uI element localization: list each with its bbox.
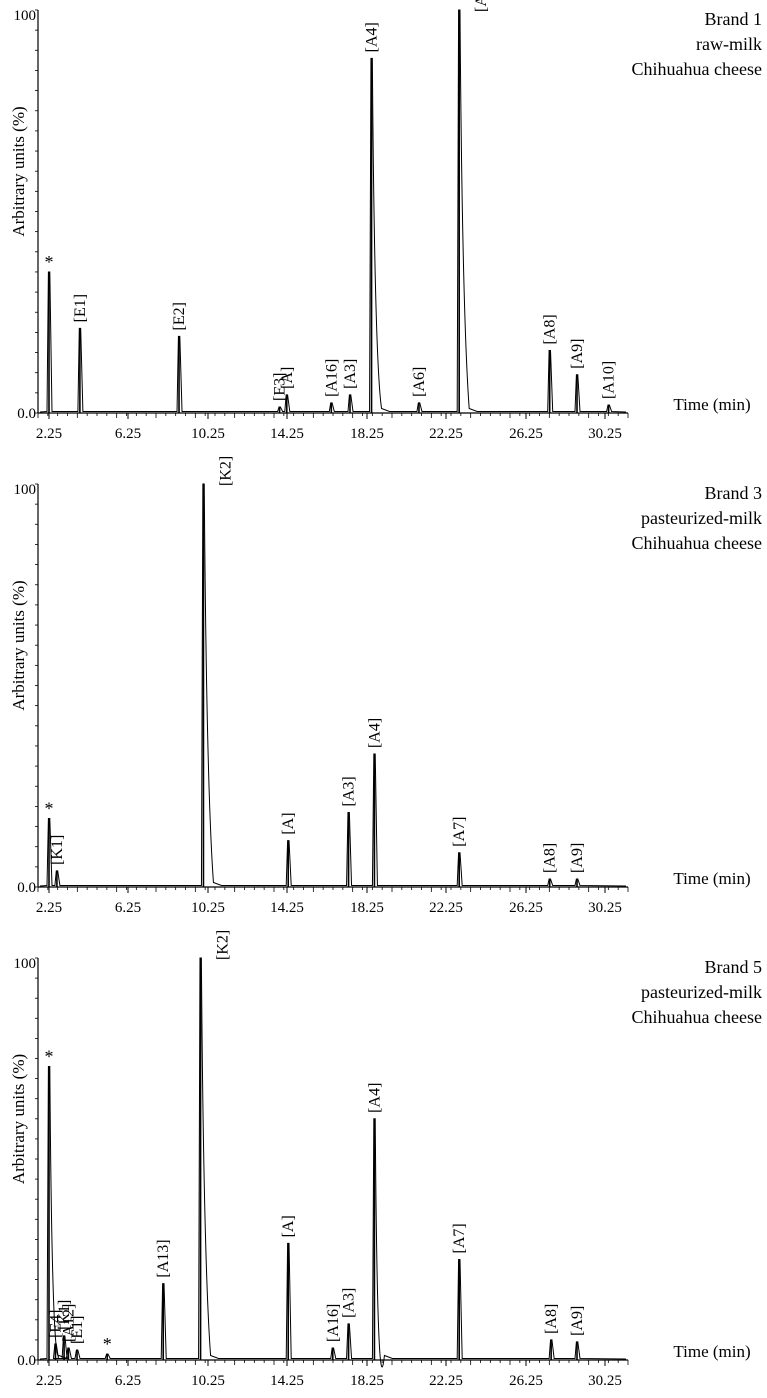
y-tick-label: 100	[14, 8, 37, 24]
x-tick-label: 14.25	[270, 426, 304, 442]
peak-label: [K1]	[49, 835, 66, 865]
panel-title-line: Chihuahua cheese	[632, 1007, 762, 1027]
x-tick-label: 26.25	[509, 1373, 543, 1389]
y-tick-label: 100	[14, 956, 37, 972]
panel-title-line: raw-milk	[696, 34, 762, 54]
peak-label: *	[45, 1047, 54, 1067]
y-axis-label: Arbitrary units (%)	[9, 106, 28, 236]
x-tick-label: 6.25	[115, 426, 141, 442]
peak-label: [A3]	[341, 1288, 358, 1318]
peak-label: [K2]	[215, 930, 232, 960]
peak-label: [A6]	[411, 367, 428, 397]
y-tick-label: 100	[14, 482, 37, 498]
peak-label: [K2]	[217, 456, 234, 486]
chromatogram-panel-1: 2.25 6.25 10.25 14.25 18.25 22.25 26.25 30.25 0.…	[9, 0, 762, 442]
x-tick-label: 10.25	[191, 1373, 225, 1389]
x-tick-label: 2.25	[36, 1373, 62, 1389]
peak-label: [A7]	[473, 0, 490, 12]
chromatogram-trace	[39, 483, 627, 887]
x-tick-label: 30.25	[588, 900, 622, 916]
peak-label: [A]	[279, 367, 296, 389]
x-tick-label: 10.25	[191, 900, 225, 916]
peak-label: [A4]	[364, 22, 381, 52]
x-tick-label: 30.25	[588, 1373, 622, 1389]
peak-label: [A10]	[601, 361, 618, 399]
x-tick-label: 2.25	[36, 900, 62, 916]
y-tick-label: 0.0	[17, 406, 36, 422]
chromatogram-panel-2: 2.25 6.25 10.25 14.25 18.25 22.25 26.25 30.25 0.…	[9, 456, 762, 916]
peak-label: [A9]	[569, 843, 586, 873]
peak-label: [A7]	[451, 817, 468, 847]
x-tick-label: 18.25	[350, 1373, 384, 1389]
peak-label: *	[45, 798, 54, 818]
y-tick-label: 0.0	[17, 880, 36, 896]
peak-label: *	[103, 1334, 112, 1354]
chromatogram-trace	[39, 957, 627, 1368]
x-tick-label: 18.25	[350, 900, 384, 916]
x-tick-label: 14.25	[270, 900, 304, 916]
x-tick-label: 14.25	[270, 1373, 304, 1389]
peak-label: [E4]	[47, 1309, 64, 1337]
panel-title-line: Brand 5	[705, 957, 763, 977]
peak-label: [A9]	[569, 338, 586, 368]
x-tick-label: 30.25	[588, 426, 622, 442]
peak-label: [A7]	[451, 1223, 468, 1253]
peak-label: [E1]	[69, 1316, 86, 1344]
peak-label: [A]	[280, 812, 297, 834]
x-tick-label: 22.25	[429, 1373, 463, 1389]
peak-label: [A8]	[543, 1304, 560, 1334]
panel-title-line: pasteurized-milk	[641, 508, 762, 528]
peak-label: [A16]	[323, 359, 340, 397]
peak-label: [E1]	[72, 294, 89, 322]
peak-label: [E3]	[272, 373, 289, 401]
x-tick-label: 18.25	[350, 426, 384, 442]
peak-label: [A8]	[542, 314, 559, 344]
peak-label: [A3]	[342, 359, 359, 389]
panel-title-line: Brand 3	[705, 483, 763, 503]
x-axis-label: Time (min)	[673, 395, 750, 414]
x-tick-label: 22.25	[429, 900, 463, 916]
x-tick-label: 10.25	[191, 426, 225, 442]
peak-label: [A12]	[60, 1304, 77, 1342]
panel-title-line: Chihuahua cheese	[632, 59, 762, 79]
x-tick-label: 26.25	[509, 426, 543, 442]
peak-label: [A]	[280, 1215, 297, 1237]
peak-label: [A16]	[325, 1304, 342, 1342]
x-tick-label: 26.25	[509, 900, 543, 916]
y-axis-label: Arbitrary units (%)	[9, 1054, 28, 1184]
peak-label: [A4]	[366, 1083, 383, 1113]
chromatogram-panel-3: 2.25 6.25 10.25 14.25 18.25 22.25 26.25 30.25 0.…	[9, 930, 762, 1389]
x-tick-label: 6.25	[115, 900, 141, 916]
peak-label: [A9]	[569, 1306, 586, 1336]
x-tick-label: 22.25	[429, 426, 463, 442]
x-tick-label: 6.25	[115, 1373, 141, 1389]
chromatogram-trace	[39, 9, 627, 413]
y-tick-label: 0.0	[17, 1353, 36, 1369]
x-axis-label: Time (min)	[673, 869, 750, 888]
panel-title-line: Chihuahua cheese	[632, 533, 762, 553]
peak-label: [A4]	[366, 718, 383, 748]
x-axis-label: Time (min)	[673, 1342, 750, 1361]
y-axis-label: Arbitrary units (%)	[9, 580, 28, 710]
peak-label: [A8]	[542, 843, 559, 873]
panel-title-line: Brand 1	[705, 9, 763, 29]
peak-label: [K1]	[56, 1300, 73, 1330]
peak-label: [A13]	[155, 1239, 172, 1277]
x-tick-label: 2.25	[36, 426, 62, 442]
peak-label: [E2]	[171, 302, 188, 330]
panel-title-line: pasteurized-milk	[641, 982, 762, 1002]
peak-label: [A3]	[341, 776, 358, 806]
peak-label: *	[45, 252, 54, 272]
